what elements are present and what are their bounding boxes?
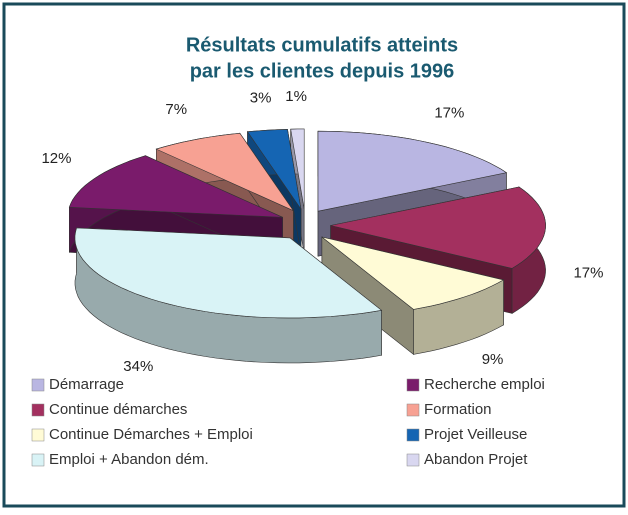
legend-label: Démarrage: [49, 376, 124, 393]
data-label: 17%: [434, 105, 464, 122]
legend: Démarrage Continue démarches Continue Déma…: [31, 376, 545, 468]
slice-top: [317, 130, 508, 212]
slice-top: [321, 236, 505, 310]
legend-swatch: [406, 428, 420, 442]
slice-top: [330, 186, 546, 269]
legend-label: Continue Démarches + Emploi: [49, 426, 253, 443]
legend-swatch: [406, 453, 420, 467]
legend-label: Emploi + Abandon dém.: [49, 451, 209, 468]
legend-label: Formation: [424, 401, 492, 418]
data-label: 34%: [123, 358, 153, 375]
pie: 17% 17% 9% 34% 12% 7% 3% 1%: [41, 88, 603, 375]
slice-top: [68, 155, 283, 218]
legend-label: Recherche emploi: [424, 376, 545, 393]
slice-top: [246, 129, 302, 210]
legend-label: Projet Veilleuse: [424, 426, 527, 443]
slice-top: [155, 132, 295, 212]
legend-swatch: [31, 428, 45, 442]
legend-swatch: [31, 378, 45, 392]
slice: [321, 236, 505, 356]
chart-title: par les clientes depuis 1996: [190, 60, 455, 82]
legend-swatch: [406, 378, 420, 392]
legend-swatch: [31, 403, 45, 417]
chart-title: Résultats cumulatifs atteints: [186, 34, 458, 56]
data-label: 3%: [250, 89, 272, 106]
legend-swatch: [31, 453, 45, 467]
legend-label: Abandon Projet: [424, 451, 528, 468]
legend-swatch: [406, 403, 420, 417]
slice-top: [74, 227, 383, 319]
slice: [74, 227, 383, 364]
data-label: 17%: [573, 265, 603, 282]
data-label: 7%: [165, 101, 187, 118]
slice-top: [290, 128, 305, 210]
data-label: 9%: [482, 351, 504, 368]
data-label: 12%: [41, 150, 71, 167]
data-label: 1%: [285, 88, 307, 105]
legend-label: Continue démarches: [49, 401, 187, 418]
